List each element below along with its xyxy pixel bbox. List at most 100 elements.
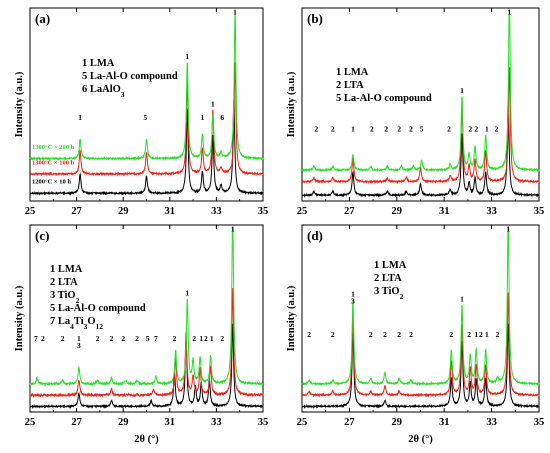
peak-label: 1	[210, 334, 214, 343]
peak-label: 1	[485, 125, 489, 134]
x-tick-label: 33	[211, 417, 222, 428]
peak-label: 2	[383, 330, 387, 339]
peak-label: 1	[474, 330, 478, 339]
legend-entry: 1 LMA	[50, 264, 83, 275]
legend-entry: 1 LMA	[374, 260, 407, 271]
peak-label: 1	[199, 334, 203, 343]
y-axis-label: Intensity (a.u.)	[286, 71, 297, 137]
peak-label: 2	[479, 330, 483, 339]
series-line-black	[29, 323, 264, 410]
peak-label: 1	[231, 224, 235, 233]
series-line-red	[301, 292, 540, 398]
peak-label: 1	[506, 224, 510, 233]
peak-label: 5	[146, 334, 150, 343]
x-tick-label: 25	[297, 417, 308, 428]
x-tick-label: 27	[71, 206, 82, 217]
peak-label: 2	[331, 330, 335, 339]
x-tick-label: 31	[165, 206, 176, 217]
x-tick-label: 33	[211, 206, 222, 217]
legend-entry: 2 LTA	[336, 80, 364, 91]
peak-label: 2	[447, 125, 451, 134]
peak-label: 5	[420, 125, 424, 134]
legend-entry: 5 La-Al-O compound	[50, 303, 146, 314]
peak-label: 1	[460, 86, 464, 95]
x-tick-label: 35	[534, 206, 545, 217]
peak-label: 2	[110, 334, 114, 343]
legend-entry: 2 LTA	[50, 277, 78, 288]
x-tick-label: 27	[344, 206, 355, 217]
panel-frame	[301, 7, 540, 202]
legend-entry: 1 LMA	[82, 58, 115, 69]
peak-label: 2	[494, 125, 498, 134]
peak-label: 2	[96, 334, 100, 343]
x-tick-label: 27	[344, 417, 355, 428]
panel-a: 25 27 29 31 33 35 Intensity (a.u.) (a) 1300°C × …	[14, 7, 269, 217]
x-tick-label: 35	[534, 417, 545, 428]
peak-label: 1	[201, 113, 205, 122]
legend-entry: 3 TiO2	[374, 286, 404, 301]
series-line-green	[29, 227, 264, 387]
x-axis-label: 2θ (°)	[134, 434, 159, 445]
series-line-green	[301, 10, 540, 173]
curve-label: 1200°C × 10 h	[32, 179, 71, 186]
series-line-red	[301, 67, 540, 185]
peak-label: 5	[143, 113, 147, 122]
peak-label: 2	[121, 334, 125, 343]
peak-label: 3	[77, 341, 81, 350]
legend-entry: 3 TiO2	[50, 290, 80, 305]
peak-label: 2	[192, 334, 196, 343]
peak-label: 2	[307, 330, 311, 339]
peak-label: 2	[173, 334, 177, 343]
peak-label: 2	[409, 125, 413, 134]
peak-label: 1	[185, 52, 189, 61]
legend-entry: 6 LaAlO3	[82, 84, 125, 99]
peak-label: 1	[211, 100, 215, 109]
peak-label: 2	[61, 334, 65, 343]
series-line-black	[301, 323, 540, 410]
panel-label: (b)	[307, 11, 323, 26]
legend-entry: 2 LTA	[374, 273, 402, 284]
peak-label: 2	[409, 330, 413, 339]
peak-label: 7	[34, 334, 38, 343]
x-tick-label: 25	[25, 206, 36, 217]
series-line-green	[29, 11, 264, 162]
peak-label: 2	[204, 334, 208, 343]
x-tick-label: 29	[392, 417, 403, 428]
peak-label: 1	[185, 288, 189, 297]
y-axis-label: Intensity (a.u.)	[14, 285, 25, 351]
peak-label: 2	[41, 334, 45, 343]
x-tick-label: 31	[439, 417, 450, 428]
series-line-red	[29, 62, 264, 177]
peak-label: 1	[485, 330, 489, 339]
peak-label: 2	[220, 334, 224, 343]
legend-entry: 5 La-Al-O compound	[336, 93, 432, 104]
peak-label: 2	[449, 330, 453, 339]
peak-label: 7	[154, 334, 158, 343]
peak-label: 1	[351, 290, 355, 299]
legend-entry: 5 La-Al-O compound	[82, 71, 178, 82]
peak-label: 2	[397, 125, 401, 134]
curve-label: 1300°C × 100 h	[32, 159, 75, 166]
x-tick-label: 29	[118, 206, 129, 217]
peak-label: 6	[220, 113, 224, 122]
x-tick-label: 35	[258, 206, 269, 217]
series-line-black	[29, 99, 264, 196]
y-axis-label: Intensity (a.u.)	[14, 71, 25, 137]
peak-label: 2	[384, 125, 388, 134]
panel-label: (a)	[35, 11, 50, 26]
x-tick-label: 33	[486, 417, 497, 428]
x-tick-label: 35	[258, 417, 269, 428]
x-axis-label: 2θ (°)	[408, 434, 433, 445]
panel-label: (d)	[307, 228, 323, 243]
peak-label: 2	[467, 330, 471, 339]
peak-label: 3	[351, 297, 355, 306]
peak-label: 1	[460, 294, 464, 303]
y-axis-label: Intensity (a.u.)	[286, 285, 297, 351]
series-line-green	[301, 227, 540, 387]
peak-label: 2	[370, 125, 374, 134]
